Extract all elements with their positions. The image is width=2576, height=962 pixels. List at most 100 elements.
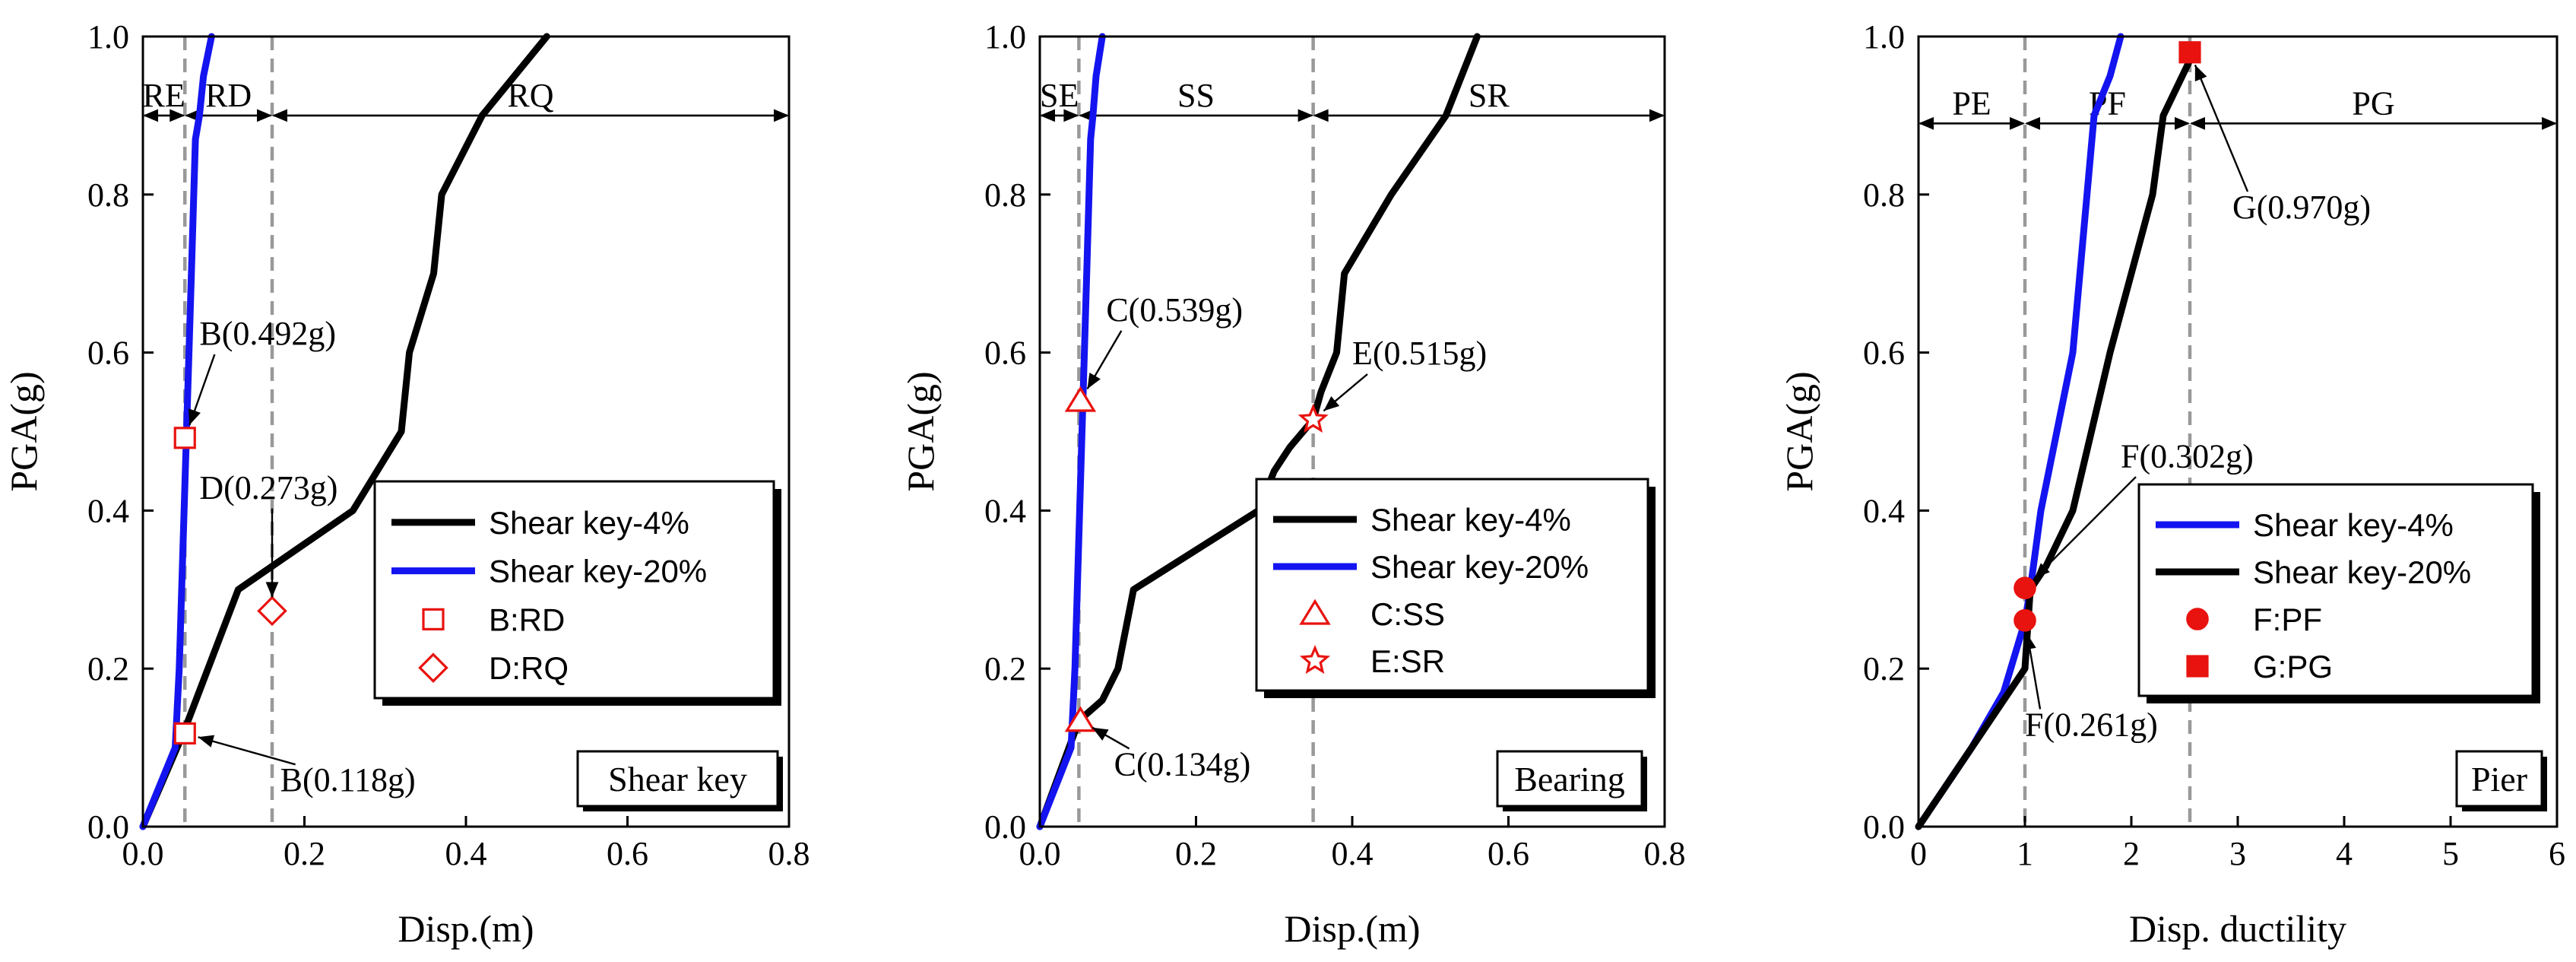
- annotation-label: C(0.134g): [1114, 745, 1251, 783]
- legend-label: C:SS: [1370, 596, 1445, 632]
- y-tick-label: 0.8: [984, 176, 1026, 214]
- annotation-label: F(0.302g): [2121, 437, 2254, 475]
- data-marker: [1298, 403, 1329, 433]
- annotation-arrow: [2194, 64, 2249, 192]
- panel-tag-frame: [2455, 750, 2543, 808]
- legend-label: F:PF: [2253, 602, 2322, 637]
- annotation-arrowhead: [2194, 65, 2207, 82]
- annotation-arrowhead: [189, 408, 201, 425]
- annotation-label: D(0.273g): [199, 469, 337, 506]
- zone-arrows: PE PF PG: [1919, 84, 2557, 130]
- y-tick-label: 1.0: [984, 18, 1026, 56]
- panel-tag-label: Shear key: [608, 760, 747, 798]
- x-tick-label: 0.2: [284, 835, 325, 872]
- y-tick-label: 0.8: [87, 176, 129, 214]
- annotation-arrowhead: [198, 735, 215, 748]
- plot-frame: [1917, 35, 2559, 828]
- x-tick-label: 0.4: [1332, 835, 1374, 872]
- legend-label: G:PG: [2253, 649, 2333, 684]
- legend-label: B:RD: [489, 602, 565, 637]
- zone-label: PE: [1952, 84, 1991, 122]
- x-tick-label: 0.8: [1644, 835, 1686, 872]
- zone-arrows: RE RD RQ: [143, 77, 789, 122]
- y-tick-label: 0.2: [984, 650, 1026, 687]
- zone-arrow-head: [143, 109, 158, 122]
- annotation-arrowhead: [1323, 396, 1340, 411]
- zone-arrow-head: [2175, 116, 2190, 130]
- annotation-arrowhead: [1092, 727, 1109, 741]
- zone-arrow-head: [1313, 109, 1329, 122]
- series-line-2: [1036, 33, 1106, 830]
- legend-label: E:SR: [1370, 643, 1445, 679]
- zone-label: SE: [1040, 77, 1079, 114]
- legend-marker-swatch: [2186, 608, 2209, 630]
- x-tick-label: 6: [2549, 835, 2565, 872]
- x-tick-label: 3: [2229, 835, 2246, 872]
- data-marker: [2178, 41, 2201, 64]
- chart-panel-2: SE SS SR C(0.539g) E(0.515g) C(0.134g) 0.0 0.2 0…: [899, 18, 1686, 950]
- x-tick-label: 0.6: [1488, 835, 1529, 872]
- x-tick-label: 0.0: [1019, 835, 1061, 872]
- annotation-label: B(0.118g): [280, 761, 416, 798]
- zone-label: SS: [1177, 77, 1215, 114]
- zone-arrow-head: [2010, 116, 2025, 130]
- y-tick-label: 0.0: [984, 808, 1026, 846]
- zone-label: SR: [1469, 77, 1510, 114]
- legend-marker-swatch: [1299, 644, 1331, 675]
- x-tick-label: 0.8: [768, 835, 810, 872]
- x-tick-label: 1: [2017, 835, 2033, 872]
- y-tick-label: 1.0: [87, 18, 129, 56]
- zone-arrow-head: [1063, 109, 1079, 122]
- panel-tag-frame: [576, 750, 779, 808]
- legend-frame: [373, 480, 775, 700]
- legend-marker-swatch: [418, 652, 448, 683]
- annotation-arrow: [198, 736, 296, 766]
- y-tick-label: 0.4: [984, 492, 1026, 529]
- zone-arrow-head: [272, 109, 287, 122]
- zone-arrow-head: [2190, 116, 2205, 130]
- y-tick-label: 0.0: [1863, 808, 1905, 846]
- legend-label: Shear key-20%: [1370, 549, 1589, 585]
- legend-label: Shear key-20%: [2253, 554, 2471, 590]
- x-tick-label: 0.2: [1175, 835, 1217, 872]
- annotation-arrowhead: [2023, 633, 2036, 650]
- data-marker: [2014, 576, 2036, 600]
- y-tick-label: 0.0: [87, 808, 129, 846]
- y-axis-label: PGA(g): [1778, 371, 1820, 491]
- zone-arrow-head: [1298, 109, 1313, 122]
- zone-arrow-head: [2025, 116, 2040, 130]
- x-tick-label: 0.4: [445, 835, 487, 872]
- y-axis-label: PGA(g): [2, 371, 45, 491]
- legend-label: D:RQ: [489, 650, 569, 686]
- data-marker: [173, 722, 196, 745]
- legend: Shear key-4% Shear key-20% B:RD D:RQ: [373, 480, 781, 706]
- y-tick-label: 1.0: [1863, 18, 1905, 56]
- zone-label: RE: [143, 77, 185, 114]
- annotation-arrowhead: [2034, 563, 2050, 579]
- data-marker: [1064, 386, 1097, 412]
- data-marker: [257, 595, 287, 627]
- legend-label: Shear key-4%: [489, 505, 689, 541]
- panel-tag-frame: [1496, 750, 1643, 808]
- annotation-label: C(0.539g): [1106, 291, 1243, 329]
- annotation-arrowhead: [1087, 372, 1101, 389]
- x-axis-label: Disp.(m): [1284, 907, 1420, 950]
- y-tick-label: 0.2: [87, 650, 129, 687]
- x-axis-label: Disp.(m): [398, 907, 534, 950]
- legend-label: Shear key-4%: [1370, 502, 1571, 538]
- zone-label: RD: [205, 77, 252, 114]
- legend-marker-swatch: [2186, 655, 2209, 678]
- legend-marker-swatch: [1299, 598, 1331, 625]
- x-tick-label: 0.6: [607, 835, 648, 872]
- zone-arrow-head: [2542, 116, 2557, 130]
- series-line-1: [139, 33, 550, 830]
- x-tick-label: 2: [2123, 835, 2140, 872]
- series-line-2: [139, 33, 215, 830]
- legend-label: Shear key-20%: [489, 554, 707, 589]
- annotation-label: E(0.515g): [1352, 335, 1487, 372]
- zone-arrows: SE SS SR: [1040, 77, 1665, 122]
- x-axis-label: Disp. ductility: [2129, 907, 2346, 950]
- legend-marker-swatch: [422, 608, 445, 630]
- annotation-label: G(0.970g): [2232, 189, 2371, 226]
